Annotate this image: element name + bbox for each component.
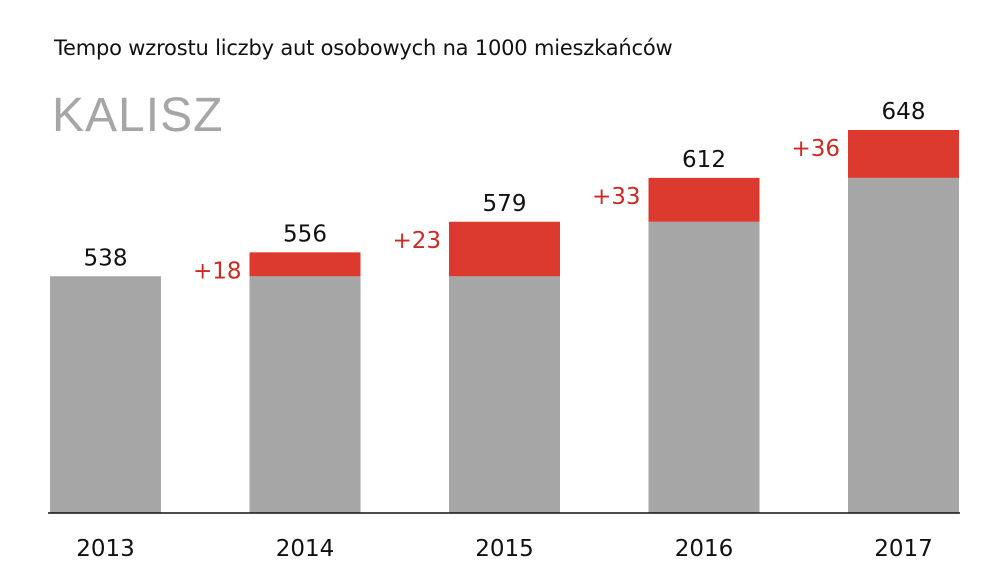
bar-base-2015 (449, 276, 560, 513)
x-tick-label-2014: 2014 (276, 536, 335, 562)
x-tick-label-2015: 2015 (475, 536, 534, 562)
bar-increase-2015 (449, 221, 560, 277)
x-tick-label-2013: 2013 (76, 536, 135, 562)
increase-label-2016: +33 (592, 184, 641, 210)
bar-base-2016 (648, 221, 760, 513)
labels-layer: 538 2013 556 +18 2014 579 +23 2015 612 +33 2016 648… (76, 99, 933, 562)
bar-base-2013 (50, 276, 161, 513)
total-label-2013: 538 (84, 245, 128, 271)
increase-label-2014: +18 (193, 258, 242, 284)
bar-base-2017 (848, 177, 959, 513)
chart-title: Tempo wzrostu liczby aut osobowych na 10… (54, 36, 673, 60)
total-label-2017: 648 (882, 99, 926, 125)
chart-subtitle: KALISZ (52, 89, 224, 142)
bar-increase-2016 (648, 177, 760, 222)
x-tick-label-2016: 2016 (675, 536, 734, 562)
total-label-2015: 579 (483, 191, 527, 217)
bars-layer (50, 130, 959, 513)
total-label-2014: 556 (283, 221, 327, 247)
increase-label-2015: +23 (392, 228, 441, 254)
increase-label-2017: +36 (791, 136, 840, 162)
x-tick-label-2017: 2017 (874, 536, 933, 562)
total-label-2016: 612 (682, 147, 726, 173)
bar-base-2014 (249, 276, 361, 513)
bar-increase-2017 (848, 130, 959, 178)
bar-increase-2014 (249, 252, 361, 277)
